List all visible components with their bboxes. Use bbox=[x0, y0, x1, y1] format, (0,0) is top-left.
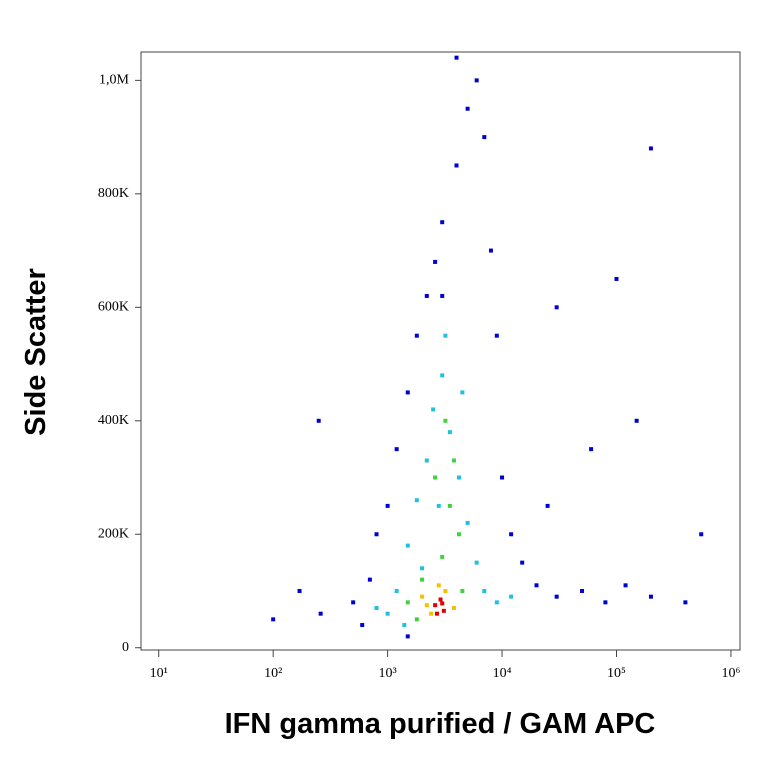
point bbox=[374, 532, 379, 537]
point bbox=[405, 634, 410, 639]
y-axis-label: Side Scatter bbox=[20, 268, 52, 436]
point bbox=[474, 560, 479, 565]
point bbox=[589, 447, 594, 452]
point bbox=[699, 532, 704, 537]
y-tick-label: 200K bbox=[98, 526, 129, 541]
point bbox=[500, 475, 505, 480]
point bbox=[454, 163, 459, 168]
point bbox=[482, 588, 487, 593]
point bbox=[509, 532, 514, 537]
point bbox=[465, 520, 470, 525]
point bbox=[405, 543, 410, 548]
point bbox=[440, 373, 445, 378]
point bbox=[420, 566, 425, 571]
point bbox=[405, 390, 410, 395]
point bbox=[494, 333, 499, 338]
point bbox=[456, 475, 461, 480]
point bbox=[520, 560, 525, 565]
point bbox=[460, 390, 465, 395]
point bbox=[436, 503, 441, 508]
point bbox=[420, 594, 425, 599]
point bbox=[648, 146, 653, 151]
point bbox=[433, 475, 438, 480]
y-tick-label: 1,0M bbox=[99, 73, 130, 88]
point bbox=[402, 623, 407, 628]
point bbox=[440, 293, 445, 298]
point bbox=[441, 608, 446, 613]
point bbox=[420, 577, 425, 582]
x-axis-label: IFN gamma purified / GAM APC bbox=[225, 708, 656, 740]
point bbox=[367, 577, 372, 582]
y-tick-label: 600K bbox=[98, 300, 129, 315]
point bbox=[545, 503, 550, 508]
point bbox=[443, 588, 448, 593]
y-tick-label: 800K bbox=[98, 186, 129, 201]
point bbox=[424, 293, 429, 298]
point bbox=[465, 106, 470, 111]
point bbox=[374, 606, 379, 611]
point bbox=[634, 418, 639, 423]
point bbox=[433, 259, 438, 264]
point bbox=[360, 623, 365, 628]
point bbox=[424, 603, 429, 608]
point bbox=[447, 503, 452, 508]
point bbox=[429, 611, 434, 616]
point bbox=[424, 458, 429, 463]
point bbox=[683, 600, 688, 605]
point bbox=[488, 248, 493, 253]
point bbox=[385, 503, 390, 508]
point bbox=[438, 597, 443, 602]
point bbox=[509, 594, 514, 599]
x-tick-label: 10¹ bbox=[150, 666, 168, 681]
point bbox=[431, 407, 436, 412]
point bbox=[494, 600, 499, 605]
point bbox=[414, 333, 419, 338]
point bbox=[456, 532, 461, 537]
x-tick-label: 10⁵ bbox=[607, 666, 626, 681]
point bbox=[440, 554, 445, 559]
point bbox=[482, 135, 487, 140]
point bbox=[297, 588, 302, 593]
point bbox=[603, 600, 608, 605]
point bbox=[534, 583, 539, 588]
point bbox=[351, 600, 356, 605]
point bbox=[436, 583, 441, 588]
point bbox=[443, 333, 448, 338]
point bbox=[271, 617, 276, 622]
point bbox=[454, 55, 459, 60]
point bbox=[414, 498, 419, 503]
point bbox=[316, 418, 321, 423]
point bbox=[440, 220, 445, 225]
point bbox=[394, 447, 399, 452]
point bbox=[443, 418, 448, 423]
point bbox=[433, 603, 438, 608]
point bbox=[434, 611, 439, 616]
point bbox=[460, 588, 465, 593]
y-tick-label: 400K bbox=[98, 413, 129, 428]
point bbox=[451, 606, 456, 611]
point bbox=[614, 276, 619, 281]
x-tick-label: 10⁴ bbox=[493, 666, 512, 681]
point bbox=[580, 588, 585, 593]
plot-frame bbox=[140, 51, 741, 651]
x-tick-label: 10³ bbox=[379, 666, 397, 681]
point bbox=[414, 617, 419, 622]
point bbox=[474, 78, 479, 83]
point bbox=[554, 305, 559, 310]
point bbox=[554, 594, 559, 599]
point bbox=[394, 588, 399, 593]
point bbox=[623, 583, 628, 588]
point bbox=[648, 594, 653, 599]
point bbox=[405, 600, 410, 605]
point bbox=[451, 458, 456, 463]
point bbox=[447, 430, 452, 435]
point bbox=[440, 601, 445, 606]
x-tick-label: 10² bbox=[264, 666, 282, 681]
point bbox=[385, 611, 390, 616]
y-tick-label: 0 bbox=[122, 640, 129, 655]
x-tick-label: 10⁶ bbox=[721, 666, 740, 681]
point bbox=[318, 611, 323, 616]
